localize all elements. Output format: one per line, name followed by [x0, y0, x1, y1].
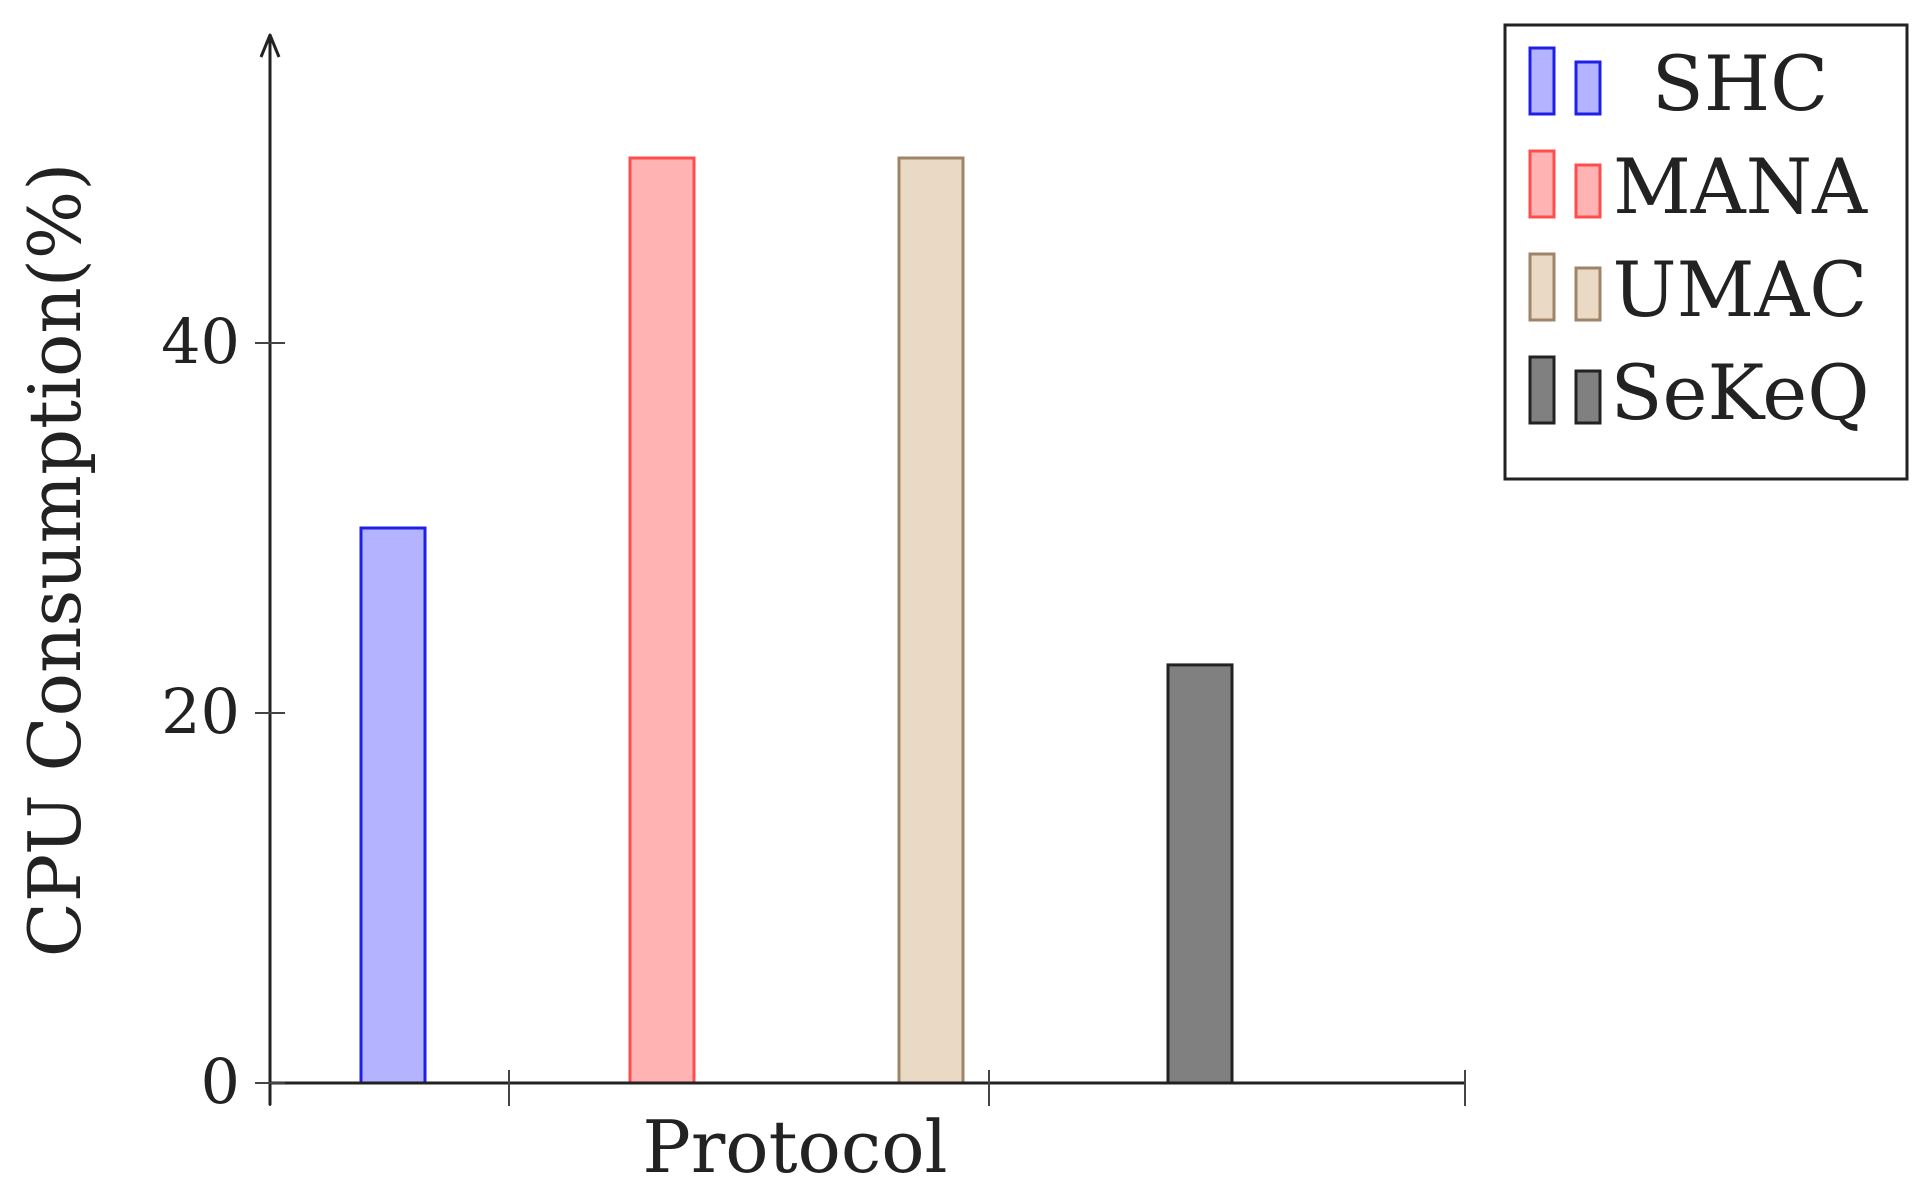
legend-swatch-tall [1528, 149, 1556, 219]
y-tick-label: 40 [161, 305, 240, 378]
legend-swatch-short [1574, 163, 1602, 219]
x-axis-label: Protocol [642, 1105, 947, 1189]
legend-box [1503, 23, 1909, 481]
y-tick-label: 20 [161, 675, 240, 748]
bar-sekeq [1166, 663, 1234, 1085]
y-axis-arrow-icon [259, 33, 281, 58]
legend-entry: MANA [1613, 142, 1868, 231]
legend-swatch-tall [1528, 46, 1556, 116]
plot-area: 0 20 40 Protocol CPU Consumption(%) [13, 33, 1466, 1189]
legend-swatch-short [1574, 369, 1602, 425]
legend-swatch-tall [1528, 252, 1556, 322]
legend-entry: SHC [1652, 39, 1829, 128]
legend-entry: UMAC [1613, 245, 1868, 334]
legend-entry: SeKeQ [1610, 348, 1869, 437]
legend-swatch-short [1574, 266, 1602, 322]
legend-swatch-short [1574, 60, 1602, 116]
bar-mana [628, 156, 696, 1085]
bar-umac [897, 156, 965, 1085]
legend-swatch-tall [1528, 355, 1556, 425]
bar-shc [359, 526, 427, 1085]
legend: SHC MANA UMAC SeKeQ [1503, 23, 1909, 481]
y-tick-label: 0 [201, 1045, 240, 1118]
y-axis-label: CPU Consumption(%) [13, 163, 97, 958]
